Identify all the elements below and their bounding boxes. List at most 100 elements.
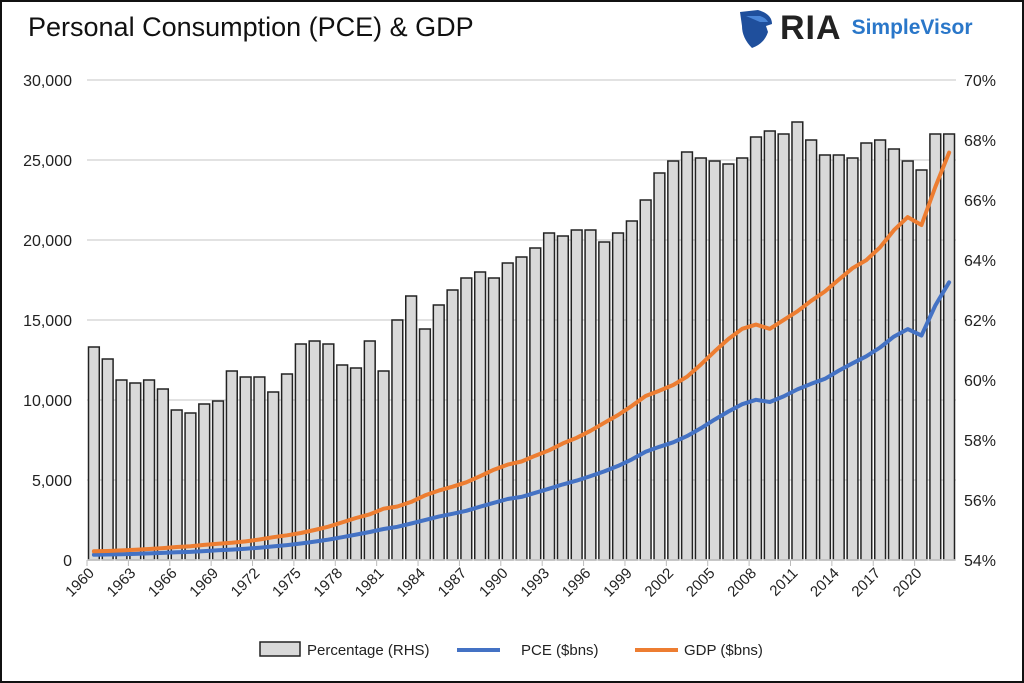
- y-right-tick-label: 56%: [964, 493, 996, 510]
- bar-2012: [805, 139, 818, 561]
- legend-label-gdp: GDP ($bns): [684, 642, 763, 659]
- x-tick-label: 1984: [393, 565, 429, 601]
- y-right-tick-label: 60%: [964, 373, 996, 390]
- bar-1996: [584, 229, 597, 561]
- x-tick-label: 1996: [559, 565, 595, 601]
- bar-2003: [680, 151, 694, 561]
- bar-2001: [653, 172, 666, 561]
- logo-brand: RIA: [780, 8, 842, 47]
- y-right-tick-label: 62%: [964, 313, 996, 330]
- y-right-tick-label: 66%: [964, 193, 996, 210]
- y-right-tick-label: 58%: [964, 433, 996, 450]
- bar-1985: [432, 304, 445, 561]
- bar-1988: [473, 271, 487, 561]
- bar-1987: [460, 277, 473, 561]
- bar-1970: [225, 370, 238, 561]
- x-tick-label: 2005: [683, 565, 719, 601]
- y-left-tick-label: 10,000: [23, 393, 72, 410]
- bar-1974: [280, 373, 294, 561]
- bar-1967: [184, 412, 197, 561]
- bar-2005: [708, 160, 721, 561]
- x-tick-label: 1975: [269, 565, 305, 601]
- x-tick-label: 1966: [145, 565, 181, 601]
- bar-1960: [87, 346, 101, 561]
- legend-label-pce: PCE ($bns): [521, 642, 599, 659]
- bar-2018: [887, 148, 901, 561]
- eagle-shield-icon: [740, 10, 772, 48]
- bar-1995: [570, 229, 583, 561]
- x-tick-label: 1981: [352, 565, 388, 601]
- bar-1994: [556, 235, 570, 561]
- bar-1978: [336, 364, 349, 561]
- bar-2014: [832, 154, 845, 561]
- bar-2008: [749, 136, 763, 561]
- line-pce: [91, 280, 952, 557]
- logo-product: SimpleVisor: [851, 16, 973, 39]
- bar-2011: [791, 121, 804, 561]
- bar-1971: [239, 376, 252, 561]
- bar-2002: [667, 160, 680, 561]
- bar-1997: [598, 241, 611, 561]
- x-tick-label: 1963: [104, 565, 140, 601]
- x-tick-label: 1960: [62, 565, 98, 601]
- bar-2009: [763, 130, 776, 561]
- bar-1992: [529, 247, 542, 561]
- bar-1961: [101, 358, 114, 561]
- legend-label-percentage: Percentage (RHS): [307, 642, 430, 659]
- bar-1986: [446, 289, 459, 561]
- bar-1979: [349, 367, 363, 561]
- x-tick-label: 2017: [848, 565, 884, 601]
- bar-1963: [129, 382, 142, 561]
- bar-2022: [942, 133, 956, 561]
- bar-1966: [170, 409, 183, 561]
- bar-1983: [405, 295, 418, 561]
- y-left-tick-label: 20,000: [23, 233, 72, 250]
- y-right-tick-label: 54%: [964, 553, 996, 570]
- bar-1990: [501, 262, 514, 561]
- bar-2015: [846, 157, 859, 561]
- bar-1962: [115, 379, 128, 561]
- bar-2006: [722, 163, 735, 561]
- bar-1975: [294, 343, 307, 561]
- bar-1964: [142, 379, 156, 561]
- bar-1965: [156, 388, 170, 561]
- bar-1991: [515, 256, 528, 561]
- bar-2013: [818, 154, 832, 561]
- y-left-tick-label: 15,000: [23, 313, 72, 330]
- bar-2020: [915, 169, 928, 561]
- x-tick-label: 1990: [476, 565, 512, 601]
- x-tick-label: 2011: [766, 565, 801, 600]
- bar-1980: [363, 340, 376, 561]
- x-tick-label: 1972: [228, 565, 264, 601]
- x-tick-label: 2014: [807, 565, 843, 601]
- y-right-tick-label: 68%: [964, 133, 996, 150]
- x-tick-label: 2020: [890, 565, 926, 601]
- x-tick-label: 1993: [517, 565, 553, 601]
- x-tick-label: 2008: [724, 565, 760, 601]
- y-left-tick-label: 5,000: [32, 473, 72, 490]
- bar-1969: [211, 400, 225, 561]
- x-tick-label: 1987: [435, 565, 471, 601]
- y-right-tick-label: 64%: [964, 253, 996, 270]
- bar-1998: [611, 232, 625, 561]
- bar-1999: [625, 220, 638, 561]
- bar-1989: [487, 277, 501, 561]
- x-tick-label: 1969: [186, 565, 222, 601]
- bar-1984: [418, 328, 432, 561]
- logo: RIA SimpleVisor: [738, 8, 973, 48]
- bar-2000: [639, 199, 652, 561]
- y-right-tick-label: 70%: [964, 73, 996, 90]
- bar-2010: [777, 133, 790, 561]
- chart-title: Personal Consumption (PCE) & GDP: [28, 12, 474, 42]
- bar-1972: [253, 376, 266, 561]
- y-left-tick-label: 30,000: [23, 73, 72, 90]
- x-tick-label: 1978: [310, 565, 346, 601]
- bar-1968: [198, 403, 211, 561]
- y-left-tick-label: 0: [63, 553, 72, 570]
- y-left-tick-label: 25,000: [23, 153, 72, 170]
- x-tick-label: 1999: [600, 565, 636, 601]
- line-gdp: [91, 150, 952, 554]
- bar-1993: [542, 232, 556, 561]
